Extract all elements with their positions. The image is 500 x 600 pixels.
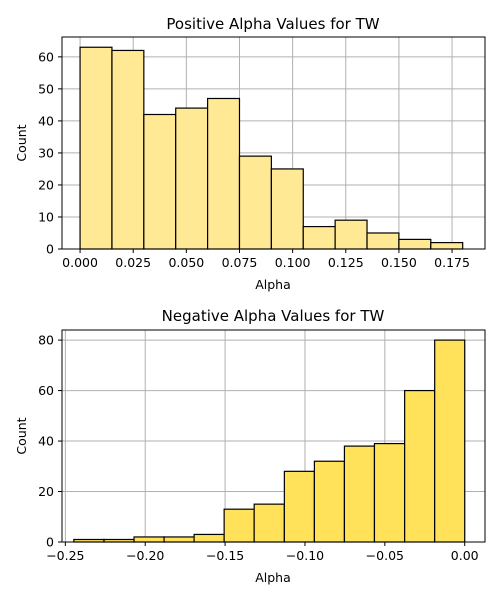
y-tick-label-positive: 10 [38,209,54,224]
histogram-bar-positive [302,225,336,250]
x-tick-label-positive: 0.100 [275,255,311,270]
x-tick-label-positive: 0.150 [381,255,417,270]
x-axis-label-negative: Alpha [255,570,291,585]
histogram-bar-positive [238,155,272,250]
y-tick-label-positive: 60 [38,49,54,64]
y-tick-label-negative: 20 [38,484,54,499]
y-tick-label-positive: 20 [38,177,54,192]
positive-alpha-histogram: Positive Alpha Values for TW 0.000 0.025 0… [14,15,486,292]
x-tick-label-positive: 0.000 [62,255,98,270]
histogram-bar-positive [334,219,368,250]
histogram-bar-negative [253,503,285,543]
x-tick-label-negative: −0.15 [206,548,244,563]
x-tick-label-negative: −0.20 [126,548,164,563]
histogram-bar-positive [398,238,432,250]
x-axis-label-positive: Alpha [255,277,291,292]
y-tick-label-negative: 80 [38,333,54,348]
histogram-bar-positive [79,46,113,250]
histogram-bar-positive [270,168,304,250]
histogram-bar-negative [283,470,315,543]
histogram-bar-negative [313,460,346,543]
y-tick-label-positive: 40 [38,113,54,128]
histogram-bar-positive [366,232,400,250]
x-tick-label-positive: 0.125 [328,255,364,270]
y-tick-label-positive: 30 [38,145,54,160]
x-tick-label-negative: 0.00 [451,548,479,563]
y-tick-label-positive: 0 [46,242,54,257]
histogram-bar-negative [373,442,406,543]
y-tick-label-negative: 60 [38,383,54,398]
histogram-bar-negative [343,445,376,543]
histogram-bar-positive [143,113,177,250]
negative-alpha-histogram: Negative Alpha Values for TW −0.25 −0.20 −… [14,307,486,585]
histogram-bar-positive [207,97,241,250]
chart-title-positive: Positive Alpha Values for TW [166,15,379,33]
x-tick-label-negative: −0.10 [286,548,324,563]
histogram-bar-positive [175,107,209,250]
histogram-bar-negative [404,389,436,543]
histogram-bar-negative [434,339,466,543]
histogram-bar-negative [193,533,225,543]
x-tick-label-negative: −0.25 [46,548,84,563]
y-tick-label-negative: 0 [46,535,54,550]
y-axis-label-positive: Count [14,124,29,161]
histogram-bar-negative [223,508,255,543]
chart-title-negative: Negative Alpha Values for TW [162,307,385,325]
x-tick-label-negative: −0.05 [366,548,404,563]
y-tick-label-positive: 50 [38,81,54,96]
histogram-bar-positive [430,241,464,250]
plot-frame-positive [61,36,486,250]
x-tick-label-positive: 0.175 [434,255,470,270]
histogram-bar-positive [111,49,145,250]
x-tick-label-positive: 0.075 [222,255,258,270]
histogram-bar-negative [163,536,195,543]
y-axis-label-negative: Count [14,417,29,454]
y-tick-label-negative: 40 [38,434,54,449]
x-tick-label-positive: 0.050 [168,255,204,270]
plot-frame-negative [61,329,486,543]
histogram-bar-negative [133,536,165,543]
x-tick-label-positive: 0.025 [115,255,151,270]
